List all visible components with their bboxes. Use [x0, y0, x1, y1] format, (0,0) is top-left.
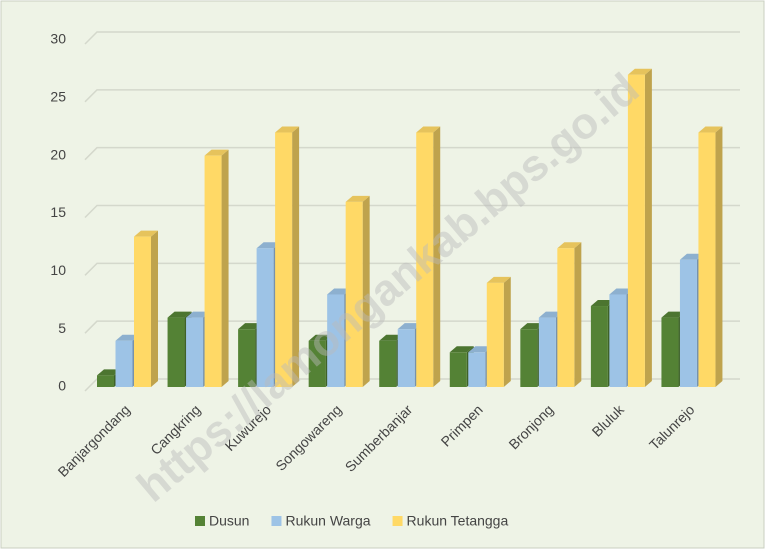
bar-side [433, 126, 441, 388]
bar-side [715, 126, 723, 388]
bar-top [256, 242, 281, 249]
bar-top [557, 242, 582, 249]
bar-top [520, 323, 545, 330]
y-tick-label: 30 [50, 31, 66, 47]
bar-front [308, 340, 326, 387]
bar-front [468, 352, 486, 387]
bar-side [292, 126, 300, 388]
bar-top [538, 311, 563, 318]
bar [486, 276, 511, 387]
bar-top [115, 334, 140, 341]
bar-front [486, 282, 504, 387]
bar-top [345, 195, 370, 202]
bar-front [256, 248, 274, 387]
bar-top [186, 311, 211, 318]
bar-top [627, 68, 652, 75]
bar-front [520, 329, 538, 387]
bar-top [308, 334, 333, 341]
bar [345, 195, 370, 387]
bar-side [503, 276, 511, 387]
bar-front [238, 329, 256, 387]
y-tick-label: 20 [50, 146, 66, 162]
bar [134, 230, 158, 387]
bar-front [449, 352, 467, 387]
bar-top [327, 288, 352, 295]
bar-front [609, 294, 627, 387]
grid-line [84, 204, 740, 219]
bar-side [151, 230, 158, 387]
legend-swatch [271, 516, 282, 526]
legend-label: Dusun [209, 513, 249, 529]
bar-top [134, 230, 158, 237]
y-tick-label: 15 [50, 204, 66, 220]
y-tick-label: 10 [50, 262, 66, 278]
bar [627, 68, 652, 387]
bar-front [167, 317, 185, 387]
bar-front [134, 236, 151, 387]
grid-line [84, 89, 740, 103]
bar-front [590, 306, 608, 387]
bar [698, 126, 723, 388]
legend-label: Rukun Tetangga [407, 513, 509, 529]
bar-front [115, 340, 133, 387]
bar-side [362, 195, 370, 387]
bar-front [379, 340, 397, 387]
bar-top [97, 369, 121, 376]
legend-label: Rukun Warga [285, 513, 370, 529]
bar-top [275, 126, 300, 133]
bar-top [609, 288, 634, 295]
bar-front [204, 155, 222, 387]
bar-top [661, 311, 686, 318]
bar-front [538, 317, 556, 387]
bar-front [397, 329, 415, 387]
grid-line [84, 262, 740, 276]
bar-front [698, 132, 716, 387]
bar-front [345, 201, 363, 387]
bar-front [627, 74, 645, 387]
bar-top [238, 323, 263, 330]
bar [416, 126, 441, 388]
bar-front [97, 375, 114, 387]
bar-top [397, 323, 422, 330]
bar-top [679, 253, 704, 260]
y-tick-label: 0 [58, 378, 66, 394]
bar-top [590, 300, 615, 307]
bar-top [167, 311, 192, 318]
bar-front [416, 132, 434, 387]
bar-front [661, 317, 679, 387]
bar-side [221, 149, 229, 387]
grid-line [84, 31, 740, 45]
bar-top [416, 126, 441, 133]
bar-front [327, 294, 345, 387]
bar-front [557, 248, 575, 387]
bar-top [204, 149, 229, 156]
bar [204, 149, 229, 387]
bar-top [486, 276, 511, 283]
bar-front [275, 132, 293, 387]
grid-line [84, 320, 740, 334]
bar-side [574, 242, 582, 387]
bar-side [644, 68, 652, 387]
y-tick-label: 25 [50, 89, 66, 105]
bar-front [186, 317, 204, 387]
bar-top [468, 346, 493, 353]
grid-line [84, 146, 740, 161]
bar-front [679, 259, 697, 387]
y-tick-label: 5 [58, 320, 66, 336]
legend-swatch [392, 516, 403, 526]
bar [557, 242, 582, 387]
bar-top [449, 346, 474, 353]
bar [275, 126, 300, 388]
bar-top [698, 126, 723, 133]
legend-swatch [195, 516, 205, 526]
bar-top [379, 334, 404, 341]
